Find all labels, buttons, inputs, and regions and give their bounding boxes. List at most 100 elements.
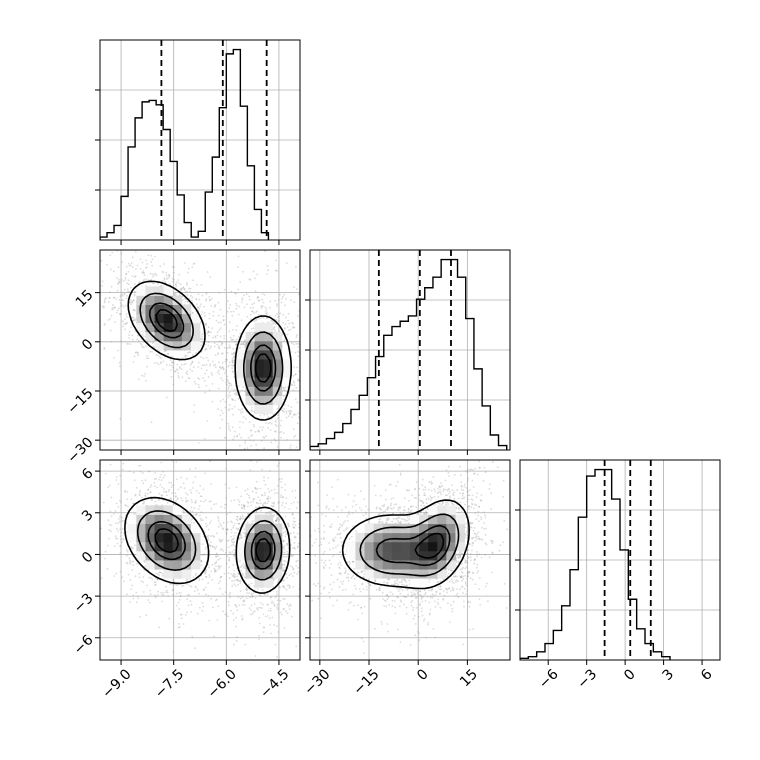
scatter-point: [234, 532, 237, 534]
scatter-point: [126, 498, 129, 500]
scatter-point: [282, 540, 285, 543]
scatter-point: [200, 367, 203, 370]
scatter-point: [211, 578, 214, 581]
scatter-point: [174, 492, 177, 495]
scatter-point: [468, 628, 471, 631]
density-cell: [181, 560, 192, 570]
density-cell: [190, 331, 201, 342]
scatter-point: [266, 502, 269, 505]
scatter-point: [468, 571, 471, 574]
scatter-point: [284, 483, 287, 486]
scatter-point: [126, 562, 129, 565]
scatter-point: [202, 567, 205, 569]
scatter-point: [119, 295, 122, 298]
scatter-point: [246, 521, 249, 524]
scatter-point: [218, 345, 220, 348]
contours: [127, 280, 292, 421]
scatter-point: [414, 593, 417, 596]
scatter-point: [294, 373, 297, 376]
scatter-point: [289, 603, 292, 606]
scatter-point: [293, 301, 296, 303]
scatter-point: [232, 413, 234, 416]
scatter-point: [289, 328, 292, 331]
scatter-point: [292, 375, 295, 377]
scatter-point: [144, 479, 147, 481]
scatter-point: [294, 413, 297, 416]
scatter-point: [263, 437, 266, 439]
scatter-point: [237, 596, 240, 599]
scatter-point: [245, 293, 248, 296]
scatter-point: [167, 353, 169, 355]
scatter-point: [249, 501, 252, 503]
scatter-point: [263, 626, 265, 629]
scatter-point: [251, 434, 254, 436]
scatter-point: [126, 294, 128, 297]
density-cell: [254, 560, 265, 570]
scatter-point: [132, 319, 135, 321]
density-cell: [254, 377, 265, 387]
scatter-point: [217, 526, 220, 528]
density-cell: [163, 514, 174, 525]
scatter-point: [278, 315, 280, 318]
scatter-point: [104, 322, 106, 325]
scatter-point: [126, 593, 128, 596]
scatter-point: [265, 273, 268, 275]
scatter-point: [104, 298, 106, 300]
scatter-point: [107, 486, 109, 489]
scatter-point: [337, 533, 340, 535]
scatter-point: [136, 334, 139, 337]
scatter-point: [235, 616, 238, 619]
density-cell: [181, 532, 192, 543]
scatter-point: [161, 486, 164, 489]
scatter-point: [224, 503, 226, 506]
scatter-point: [203, 437, 206, 440]
scatter-point: [284, 560, 287, 563]
scatter-point: [202, 500, 205, 503]
scatter-point: [196, 306, 199, 309]
scatter-point: [195, 489, 198, 492]
scatter-point: [145, 259, 148, 262]
scatter-point: [228, 566, 231, 569]
scatter-point: [238, 313, 240, 316]
density-cell: [163, 560, 174, 570]
scatter-point: [233, 555, 236, 558]
scatter-point: [267, 511, 270, 514]
scatter-point: [107, 519, 110, 522]
scatter-point: [114, 535, 117, 538]
density-cell: [263, 541, 274, 552]
scatter-point: [147, 357, 150, 360]
scatter-point: [353, 578, 356, 580]
scatter-point: [290, 555, 293, 557]
scatter-point: [237, 266, 240, 268]
scatter-point: [282, 496, 284, 499]
density-cell: [272, 395, 283, 405]
scatter-point: [267, 500, 270, 503]
scatter-point: [282, 387, 285, 389]
scatter-point: [199, 517, 202, 520]
scatter-point: [410, 509, 413, 512]
scatter-point: [118, 518, 120, 520]
scatter-point: [276, 603, 279, 606]
density-plot-area: [100, 460, 300, 658]
scatter-point: [232, 524, 235, 527]
scatter-point: [267, 495, 270, 498]
scatter-point: [174, 292, 176, 295]
scatter-point: [296, 422, 299, 425]
scatter-point: [213, 306, 216, 308]
scatter-point: [188, 267, 190, 270]
scatter-point: [207, 537, 210, 539]
density-cell: [272, 331, 283, 342]
scatter-point: [261, 468, 264, 471]
scatter-point: [208, 312, 211, 315]
scatter-point: [237, 347, 240, 350]
scatter-point: [191, 510, 194, 513]
scatter-point: [158, 492, 161, 495]
scatter-point: [225, 359, 228, 362]
scatter-point: [257, 318, 260, 320]
scatter-point: [262, 436, 265, 438]
scatter-point: [266, 593, 269, 595]
scatter-point: [179, 283, 182, 286]
scatter-point: [188, 351, 191, 354]
scatter-point: [132, 597, 135, 600]
scatter-point: [127, 573, 130, 576]
